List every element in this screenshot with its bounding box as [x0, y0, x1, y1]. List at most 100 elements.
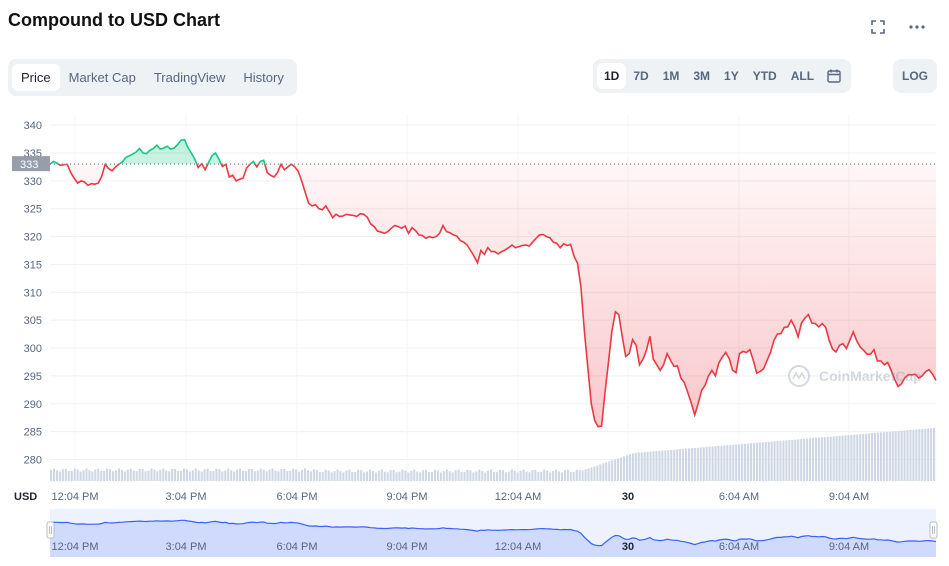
volume-bar: [215, 468, 218, 481]
volume-bar: [114, 470, 118, 481]
volume-bar: [903, 430, 906, 481]
volume-bar: [97, 468, 100, 481]
volume-bar: [478, 469, 481, 481]
volume-bar: [791, 439, 794, 481]
volume-bar: [191, 470, 194, 481]
log-scale-button[interactable]: LOG: [893, 59, 937, 93]
volume-bar: [510, 469, 513, 481]
volume-bar: [599, 464, 602, 481]
volume-bar: [360, 470, 363, 481]
volume-bar: [693, 447, 696, 481]
volume-bar: [292, 468, 295, 481]
volume-bar: [593, 466, 596, 481]
volume-bar: [274, 470, 277, 481]
volume-bar: [487, 470, 490, 481]
range-3m[interactable]: 3M: [693, 69, 711, 83]
volume-bar: [126, 469, 129, 481]
range-1y[interactable]: 1Y: [724, 69, 739, 83]
more-horizontal-icon[interactable]: [906, 16, 928, 38]
volume-bar: [720, 445, 723, 481]
volume-bar: [507, 471, 510, 481]
x-axis-ticks: 12:04 PM 3:04 PM 6:04 PM 9:04 PM 12:04 AM 30 6…: [51, 491, 869, 503]
volume-bar: [70, 470, 73, 481]
tab-market-cap[interactable]: Market Cap: [68, 70, 136, 85]
volume-bar: [117, 468, 120, 481]
volume-bar: [156, 471, 159, 481]
volume-bar: [841, 435, 844, 481]
volume-bar: [918, 429, 921, 481]
volume-bar: [729, 444, 732, 481]
volume-bar: [927, 428, 930, 481]
range-7d[interactable]: 7D: [633, 69, 649, 83]
x-tick-label: 3:04 PM: [166, 491, 207, 503]
volume-bar: [921, 428, 924, 481]
volume-bar: [637, 452, 640, 481]
volume-bar: [732, 444, 735, 481]
volume-bar: [767, 441, 770, 481]
navigator-tick-label: 30: [622, 541, 634, 553]
calendar-icon[interactable]: [821, 67, 847, 85]
volume-bar: [188, 471, 191, 481]
chart-tabs: Price Market Cap TradingView History: [8, 59, 297, 96]
volume-bar: [318, 472, 321, 481]
volume-bar: [933, 428, 936, 481]
volume-bar: [129, 468, 132, 481]
time-navigator: 12:04 PM 3:04 PM 6:04 PM 9:04 PM 12:04 AM 30 6…: [46, 509, 938, 557]
volume-bar: [330, 472, 333, 481]
y-tick-label: 315: [24, 259, 42, 271]
volume-bar: [457, 469, 460, 481]
range-all[interactable]: ALL: [790, 69, 815, 83]
volume-bar: [915, 429, 918, 481]
volume-bar: [540, 471, 543, 481]
volume-bar: [82, 470, 85, 481]
tab-tradingview[interactable]: TradingView: [153, 70, 226, 85]
volume-bar: [209, 470, 212, 481]
volume-bar: [371, 470, 374, 481]
volume-bar: [354, 472, 357, 481]
volume-bars: [50, 428, 936, 481]
volume-bar: [879, 432, 882, 481]
volume-bar: [749, 443, 753, 481]
volume-bar: [135, 471, 138, 481]
volume-bar: [770, 441, 773, 481]
volume-bar: [58, 471, 61, 481]
volume-bar: [493, 471, 496, 481]
volume-bar: [611, 460, 614, 481]
navigator-handle-left[interactable]: [46, 521, 55, 539]
volume-bar: [404, 470, 407, 481]
volume-bar: [634, 452, 637, 481]
volume-bar: [138, 468, 141, 481]
navigator-tick-label: 12:04 AM: [495, 541, 541, 553]
volume-bar: [179, 470, 183, 481]
range-1m[interactable]: 1M: [662, 69, 680, 83]
volume-bar: [785, 440, 788, 481]
tab-history[interactable]: History: [243, 70, 284, 85]
volume-bar: [764, 442, 767, 481]
volume-bar: [859, 434, 862, 481]
volume-bar: [306, 470, 310, 481]
volume-bar: [262, 469, 265, 481]
range-ytd[interactable]: YTD: [752, 69, 777, 83]
x-tick-label: 30: [622, 491, 634, 503]
volume-bar: [862, 433, 865, 481]
volume-bar: [268, 469, 271, 481]
volume-bar: [64, 468, 67, 481]
volume-bar: [301, 470, 304, 481]
range-1d[interactable]: 1D: [597, 63, 627, 89]
volume-bar: [744, 443, 747, 481]
fullscreen-icon[interactable]: [867, 16, 889, 38]
volume-bar: [463, 472, 466, 481]
volume-bar: [141, 469, 144, 481]
volume-bar: [847, 435, 850, 481]
volume-bar: [809, 438, 812, 481]
y-tick-label: 280: [24, 454, 42, 466]
volume-bar: [670, 449, 673, 481]
volume-bar: [61, 469, 64, 481]
volume-bar: [882, 432, 885, 481]
volume-bar: [212, 471, 215, 481]
volume-bar: [587, 468, 590, 481]
navigator-handle-right[interactable]: [929, 521, 938, 539]
volume-bar: [566, 469, 569, 481]
volume-bar: [120, 469, 123, 481]
tab-price[interactable]: Price: [12, 64, 60, 91]
